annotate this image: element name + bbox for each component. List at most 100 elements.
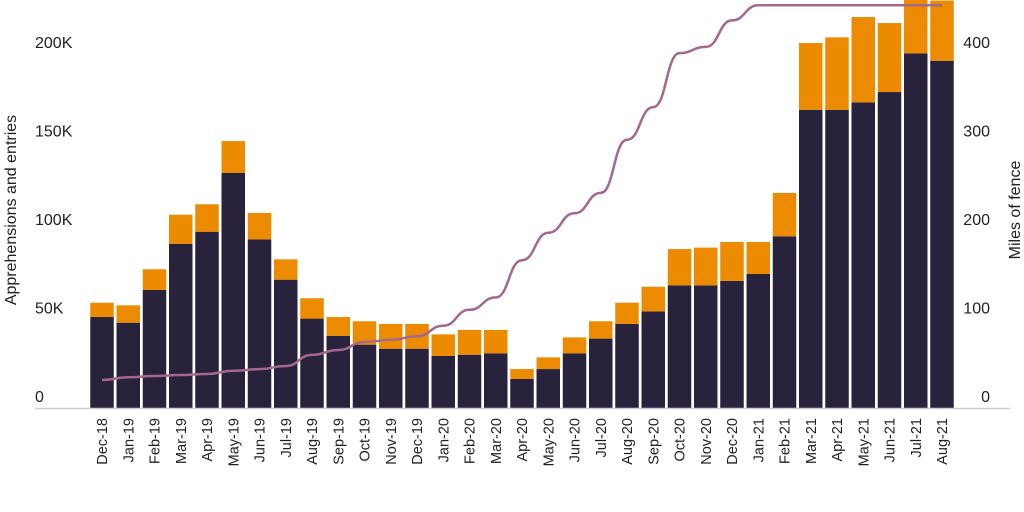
bar-segment-orange [169,214,193,244]
bar-segment-orange [326,317,350,336]
bar-segment-dark [352,344,377,408]
bar-segment-orange [90,302,114,318]
fence-line-group [101,4,942,382]
y-tick-label: 0 [35,389,44,406]
bar-segment-dark [195,231,219,408]
bar-segment-orange [930,0,954,61]
x-tick-label: Nov-20 [699,418,715,465]
y-axis-right-ticks: 0 100 200 300 400 [963,35,990,406]
x-tick-label: Apr-20 [515,418,531,462]
x-tick-label: Mar-21 [804,418,820,464]
bar-segment-orange [877,23,902,93]
bar-segment-dark [142,289,167,408]
x-tick-label: Dec-20 [725,418,741,465]
bar-segment-orange [825,37,849,110]
y2-tick-label: 400 [963,35,990,52]
y2-tick-label: 100 [963,301,990,318]
x-tick-label: Nov-19 [384,418,400,465]
x-tick-label: Mar-19 [174,418,190,464]
bar-segment-orange [379,323,403,349]
bars-group [90,0,954,409]
x-tick-label: Jul-21 [909,418,925,458]
y-axis-left-ticks: 0 50K 100K 150K 200K [35,35,73,406]
x-tick-label: Jan-19 [121,418,137,462]
bar-segment-dark [116,322,140,408]
x-tick-label: May-19 [226,418,242,466]
y2-tick-label: 300 [963,124,990,141]
bar-segment-orange [667,249,692,286]
y2-tick-label: 0 [981,389,990,406]
bar-segment-orange [799,43,823,110]
x-tick-label: Jul-19 [279,418,295,458]
bar-segment-dark [300,318,324,408]
bar-segment-orange [300,298,324,319]
x-tick-label: Sep-20 [646,418,662,465]
bar-segment-orange [536,357,560,370]
bar-segment-dark [694,285,718,408]
y-tick-label: 150K [35,124,73,141]
bar-segment-orange [615,302,639,324]
bar-segment-dark [90,317,114,408]
bar-segment-orange [510,369,534,379]
bar-segment-orange [720,241,744,281]
x-tick-label: Jun-19 [253,418,269,462]
x-tick-label: Oct-19 [358,418,374,462]
bar-segment-dark [667,285,692,408]
bar-segment-orange [904,0,928,54]
bar-segment-orange [352,321,377,345]
bar-segment-dark [930,60,954,408]
fence-miles-line [101,4,942,382]
bar-segment-dark [877,92,902,409]
x-tick-label: Sep-19 [331,418,347,465]
bar-segment-orange [274,259,298,280]
bar-segment-dark [536,369,560,408]
bar-segment-dark [247,239,272,408]
y-axis-left-label: Apprehensions and entries [3,115,20,305]
bar-segment-orange [589,321,613,339]
x-tick-label: Aug-19 [305,418,321,465]
bar-segment-orange [851,17,875,103]
x-tick-label: Dec-18 [95,418,111,465]
bar-segment-orange [562,337,587,354]
x-tick-label: Aug-21 [935,418,951,465]
bar-segment-dark [851,102,875,409]
x-tick-label: Apr-21 [830,418,846,462]
x-tick-label: May-20 [541,418,557,466]
bar-segment-dark [274,279,298,408]
bar-segment-dark [221,172,245,408]
bar-segment-dark [510,378,534,408]
bar-segment-dark [379,348,403,408]
bar-segment-dark [746,274,770,408]
x-tick-label: Aug-20 [620,418,636,465]
bar-segment-dark [326,335,350,408]
bar-segment-orange [694,247,718,286]
bar-segment-orange [484,329,508,354]
x-tick-label: Jun-20 [568,418,584,462]
x-tick-label: Oct-20 [673,418,689,462]
bar-segment-orange [195,204,219,232]
x-tick-label: Feb-20 [463,418,479,464]
bar-segment-dark [457,354,482,408]
x-tick-label: Jan-20 [436,418,452,462]
bar-segment-dark [484,353,508,408]
x-tick-label: Jan-21 [751,418,767,462]
y2-tick-label: 200 [963,212,990,229]
bar-segment-dark [405,348,429,408]
bar-segment-dark [562,353,587,408]
bar-segment-dark [615,323,639,408]
bar-segment-dark [720,280,744,408]
y-tick-label: 200K [35,35,73,52]
y-tick-label: 100K [35,212,73,229]
x-tick-label: Mar-20 [489,418,505,464]
bar-segment-dark [799,109,823,408]
bar-segment-orange [221,141,245,173]
bar-segment-dark [589,338,613,408]
bar-segment-dark [169,243,193,408]
x-tick-label: Dec-19 [410,418,426,465]
x-tick-label: Jun-21 [883,418,899,462]
bar-segment-dark [431,355,455,408]
x-tick-label: Jul-20 [594,418,610,458]
bar-segment-dark [825,109,849,408]
x-axis-tick-labels: Dec-18 Jan-19 Feb-19 Mar-19 Apr-19 May-19 Jun-… [95,418,951,466]
